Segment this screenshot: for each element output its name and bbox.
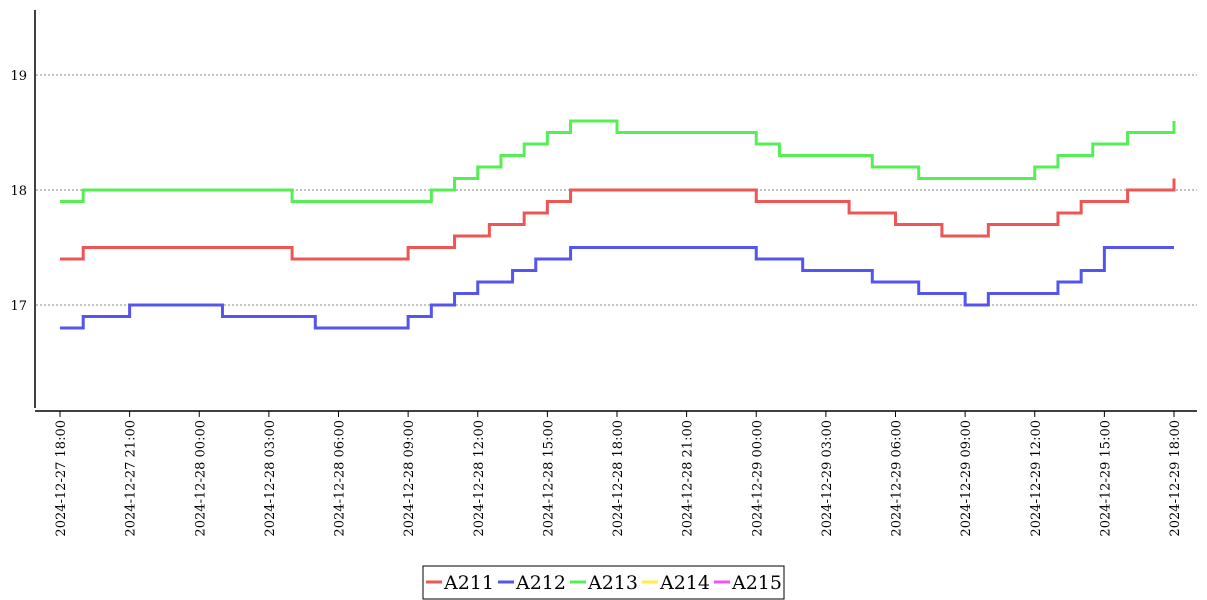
x-axis-ticks: 2024-12-27 18:00 2024-12-27 21:00 2024-12-… [54,411,1183,537]
x-tick-label: 2024-12-27 18:00 [54,420,69,537]
series-lines [60,119,1176,330]
series-line-a213 [60,119,1176,203]
x-tick-label: 2024-12-28 06:00 [333,420,348,537]
x-tick-label: 2024-12-28 18:00 [611,420,626,537]
x-tick-label: 2024-12-28 21:00 [681,420,696,537]
legend-label-a214: A214 [659,572,710,594]
legend-label-a211: A211 [443,572,494,594]
x-tick-label: 2024-12-29 12:00 [1029,420,1044,537]
x-tick-label: 2024-12-28 09:00 [402,420,417,537]
y-tick-label: 19 [10,69,27,84]
legend-label-a213: A213 [587,572,638,594]
y-tick-label: 17 [10,299,27,314]
series-line-a211 [60,178,1176,261]
x-tick-label: 2024-12-29 03:00 [820,420,835,537]
x-tick-label: 2024-12-29 06:00 [890,420,905,537]
x-tick-label: 2024-12-29 15:00 [1098,420,1113,537]
y-axis-ticks: 17 18 19 [10,69,27,314]
x-tick-label: 2024-12-28 15:00 [541,420,556,537]
x-tick-label: 2024-12-29 00:00 [750,420,765,537]
legend-label-a212: A212 [515,572,566,594]
x-tick-label: 2024-12-29 09:00 [959,420,974,537]
x-tick-label: 2024-12-28 00:00 [193,420,208,537]
x-tick-label: 2024-12-29 18:00 [1168,420,1183,537]
series-line-a212 [60,246,1174,330]
x-tick-label: 2024-12-28 03:00 [263,420,278,537]
x-tick-label: 2024-12-27 21:00 [124,420,139,537]
legend: A211 A212 A213 A214 A215 [422,565,785,600]
legend-label-a215: A215 [731,572,782,594]
y-tick-label: 18 [10,184,27,199]
x-tick-label: 2024-12-28 12:00 [472,420,487,537]
